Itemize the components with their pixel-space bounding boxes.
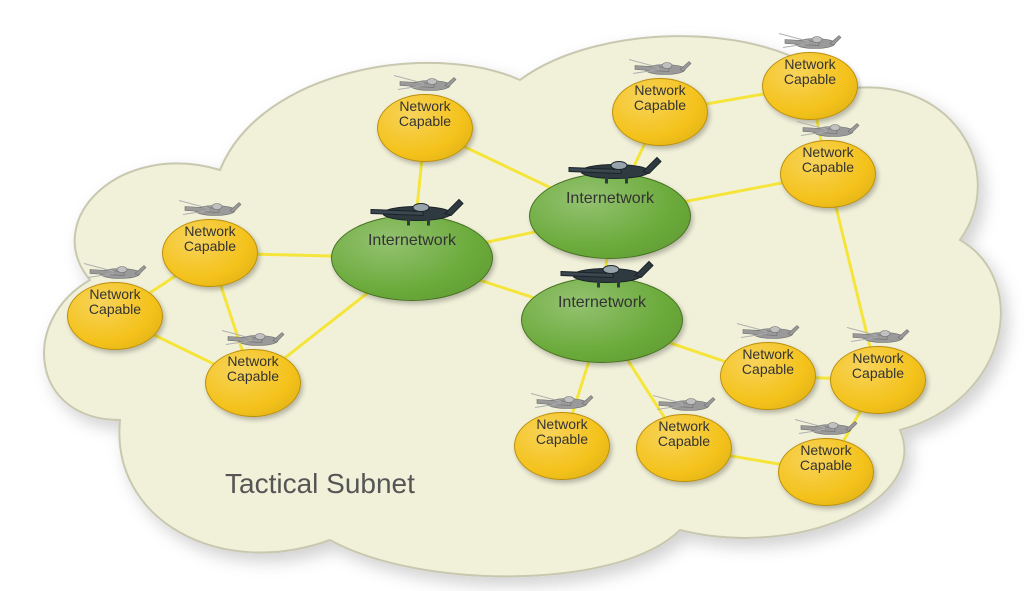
node-label: Network Capable <box>802 145 854 176</box>
node-label: Internetwork <box>558 294 646 312</box>
uav-small-icon <box>218 319 288 358</box>
diagram-stage: Network Capable Network Capable Network … <box>0 0 1024 591</box>
uav-small-icon <box>390 64 460 103</box>
uav-small-icon <box>80 252 150 291</box>
network-capable-node: Network Capable <box>206 350 300 416</box>
uav-small-icon <box>625 48 695 87</box>
node-label: Network Capable <box>89 287 141 318</box>
node-label: Network Capable <box>742 347 794 378</box>
node-label: Network Capable <box>784 57 836 88</box>
uav-large-icon <box>357 186 467 235</box>
network-capable-node: Network Capable <box>163 220 257 286</box>
uav-small-icon <box>791 408 861 447</box>
node-label: Network Capable <box>184 224 236 255</box>
network-capable-node: Network Capable <box>781 141 875 207</box>
uav-small-icon <box>793 110 863 149</box>
internetwork-node: Internetwork <box>332 216 492 300</box>
network-capable-node: Network Capable <box>613 79 707 145</box>
caption-tactical-subnet: Tactical Subnet <box>225 468 415 500</box>
uav-small-icon <box>175 189 245 228</box>
uav-large-icon <box>555 144 665 193</box>
internetwork-node: Internetwork <box>530 174 690 258</box>
uav-small-icon <box>843 316 913 355</box>
network-capable-node: Network Capable <box>378 95 472 161</box>
node-label: Network Capable <box>536 417 588 448</box>
network-capable-node: Network Capable <box>637 415 731 481</box>
internetwork-node: Internetwork <box>522 278 682 362</box>
uav-large-icon <box>547 248 657 297</box>
node-label: Network Capable <box>852 351 904 382</box>
node-label: Network Capable <box>399 99 451 130</box>
network-capable-node: Network Capable <box>68 283 162 349</box>
node-label: Network Capable <box>658 419 710 450</box>
node-label: Internetwork <box>566 190 654 208</box>
node-label: Network Capable <box>227 354 279 385</box>
network-capable-node: Network Capable <box>515 413 609 479</box>
node-label: Network Capable <box>800 443 852 474</box>
network-capable-node: Network Capable <box>779 439 873 505</box>
uav-small-icon <box>733 312 803 351</box>
uav-small-icon <box>527 382 597 421</box>
uav-small-icon <box>775 22 845 61</box>
network-capable-node: Network Capable <box>831 347 925 413</box>
network-capable-node: Network Capable <box>721 343 815 409</box>
node-label: Network Capable <box>634 83 686 114</box>
uav-small-icon <box>649 384 719 423</box>
node-label: Internetwork <box>368 232 456 250</box>
